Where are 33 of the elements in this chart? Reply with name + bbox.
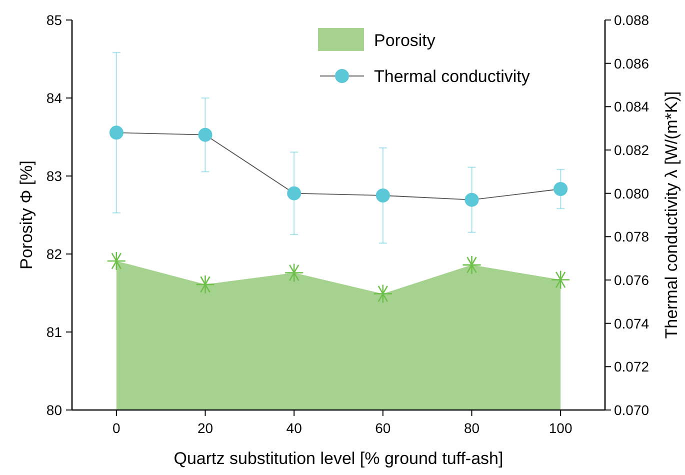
legend-label: Porosity [374, 31, 436, 50]
point [109, 126, 124, 140]
y2-axis-title: Thermal conductivity λ [W/(m*K)] [662, 91, 681, 339]
point [287, 186, 302, 200]
x-tick-label: 20 [197, 420, 214, 436]
point [464, 192, 479, 207]
y2-tick-label: 0.074 [614, 315, 650, 332]
y-tick-label: 85 [46, 12, 62, 28]
x-axis-title: Quartz substitution level [% ground tuff-ash] [174, 449, 504, 468]
x-tick-label: 100 [548, 420, 572, 436]
y-tick-label: 83 [46, 168, 62, 184]
point [554, 182, 568, 196]
legend-label: Thermal conductivity [374, 67, 530, 86]
y2-tick-label: 0.080 [614, 185, 650, 202]
y2-tick-label: 0.082 [614, 142, 650, 158]
point [376, 188, 390, 202]
x-tick-label: 0 [112, 420, 121, 436]
point [198, 128, 212, 142]
y-axis-title: Porosity Φ [%] [17, 160, 36, 270]
y2-tick-label: 0.084 [614, 98, 650, 115]
y2-tick-label: 0.076 [614, 272, 650, 288]
y-tick-label: 84 [46, 90, 62, 106]
x-tick-label: 40 [286, 420, 302, 436]
y2-tick-label: 0.088 [614, 12, 650, 28]
y2-tick-label: 0.070 [614, 402, 650, 418]
y-tick-label: 81 [46, 324, 62, 340]
y2-tick-label: 0.072 [614, 358, 650, 375]
x-tick-label: 60 [375, 420, 391, 436]
y2-tick-label: 0.086 [614, 55, 650, 72]
y-tick-label: 82 [46, 246, 62, 262]
x-tick-label: 80 [464, 420, 480, 436]
y-tick-label: 80 [46, 402, 62, 418]
y2-tick-label: 0.078 [614, 228, 650, 245]
